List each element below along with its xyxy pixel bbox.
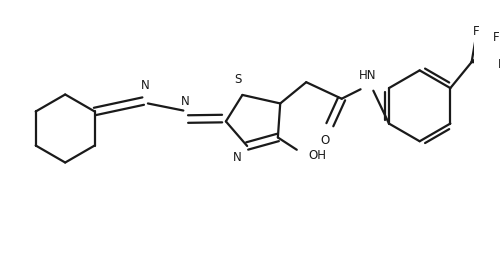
- Text: F: F: [473, 24, 480, 38]
- Text: N: N: [141, 79, 150, 92]
- Text: S: S: [234, 74, 241, 86]
- Text: OH: OH: [308, 149, 326, 162]
- Text: HN: HN: [359, 69, 376, 82]
- Text: F: F: [498, 58, 500, 71]
- Text: N: N: [232, 151, 241, 164]
- Text: O: O: [320, 134, 330, 147]
- Text: N: N: [182, 95, 190, 108]
- Text: F: F: [493, 31, 500, 44]
